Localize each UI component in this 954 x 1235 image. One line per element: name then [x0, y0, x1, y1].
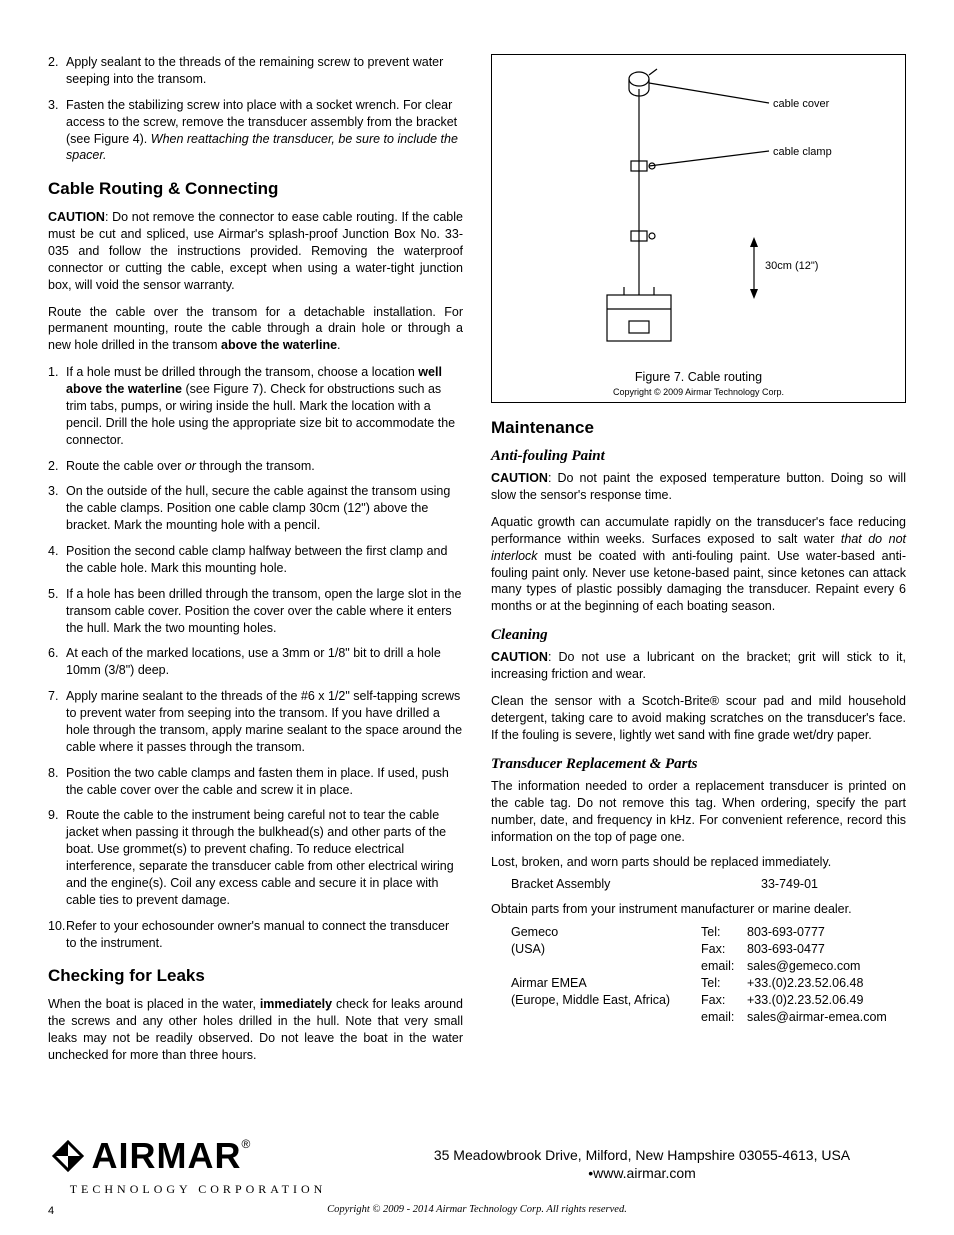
figure-caption: Figure 7. Cable routing	[502, 369, 895, 386]
heading-cable-routing: Cable Routing & Connecting	[48, 178, 463, 201]
logo-subtitle: TECHNOLOGY CORPORATION	[48, 1181, 348, 1197]
parts-p2: Lost, broken, and worn parts should be r…	[491, 854, 906, 871]
address-line: 35 Meadowbrook Drive, Milford, New Hamps…	[378, 1146, 906, 1165]
parts-p3: Obtain parts from your instrument manufa…	[491, 901, 906, 918]
address-block: 35 Meadowbrook Drive, Milford, New Hamps…	[378, 1146, 906, 1184]
right-column: cable cover cable clamp 30cm (12") Figur…	[491, 54, 906, 1074]
step-6: 6.At each of the marked locations, use a…	[48, 645, 463, 679]
figure-7: cable cover cable clamp 30cm (12") Figur…	[491, 54, 906, 403]
pre-step-2: 2. Apply sealant to the threads of the r…	[48, 54, 463, 88]
caution-cable: CAUTION: Do not remove the connector to …	[48, 209, 463, 293]
footer-copyright: Copyright © 2009 - 2014 Airmar Technolog…	[48, 1203, 906, 1217]
page-number: 4	[48, 1204, 54, 1219]
label-distance: 30cm (12")	[765, 260, 818, 272]
step-5: 5.If a hole has been drilled through the…	[48, 586, 463, 637]
label-cable-clamp: cable clamp	[773, 146, 832, 158]
contact-row: GemecoTel:803-693-0777	[491, 924, 906, 941]
part-row: Bracket Assembly 33-749-01	[491, 876, 906, 893]
step-2: 2. Route the cable over or through the t…	[48, 458, 463, 475]
pre-step-3: 3. Fasten the stabilizing screw into pla…	[48, 97, 463, 165]
cable-routing-diagram: cable cover cable clamp 30cm (12")	[509, 65, 889, 365]
contact-row: email:sales@gemeco.com	[491, 958, 906, 975]
heading-maintenance: Maintenance	[491, 417, 906, 440]
step-8: 8.Position the two cable clamps and fast…	[48, 765, 463, 799]
left-column: 2. Apply sealant to the threads of the r…	[48, 54, 463, 1074]
contact-row: Airmar EMEATel:+33.(0)2.23.52.06.48	[491, 975, 906, 992]
figure-copyright: Copyright © 2009 Airmar Technology Corp.	[502, 386, 895, 398]
heading-leaks: Checking for Leaks	[48, 965, 463, 988]
label-cable-cover: cable cover	[773, 98, 830, 110]
contact-row: email:sales@airmar-emea.com	[491, 1009, 906, 1026]
heading-antifouling: Anti-fouling Paint	[491, 446, 906, 466]
footer: AIRMAR® TECHNOLOGY CORPORATION 35 Meadow…	[48, 1132, 906, 1217]
step-10: 10.Refer to your echosounder owner's man…	[48, 918, 463, 952]
step-7: 7.Apply marine sealant to the threads of…	[48, 688, 463, 756]
heading-cleaning: Cleaning	[491, 625, 906, 645]
step-1: 1. If a hole must be drilled through the…	[48, 364, 463, 448]
contacts: GemecoTel:803-693-0777 (USA)Fax:803-693-…	[491, 924, 906, 1025]
route-intro: Route the cable over the transom for a d…	[48, 304, 463, 355]
antifouling-paragraph: Aquatic growth can accumulate rapidly on…	[491, 514, 906, 615]
contact-row: (USA)Fax:803-693-0477	[491, 941, 906, 958]
step-3: 3. On the outside of the hull, secure th…	[48, 483, 463, 534]
caution-paint: CAUTION: Do not paint the exposed temper…	[491, 470, 906, 504]
part-number: 33-749-01	[761, 876, 818, 893]
airmar-logo: AIRMAR® TECHNOLOGY CORPORATION	[48, 1132, 348, 1197]
contact-row: (Europe, Middle East, Africa)Fax:+33.(0)…	[491, 992, 906, 1009]
caution-clean: CAUTION: Do not use a lubricant on the b…	[491, 649, 906, 683]
step-4: 4.Position the second cable clamp halfwa…	[48, 543, 463, 577]
website: •www.airmar.com	[378, 1164, 906, 1183]
leaks-paragraph: When the boat is placed in the water, im…	[48, 996, 463, 1064]
heading-parts: Transducer Replacement & Parts	[491, 754, 906, 774]
parts-p1: The information needed to order a replac…	[491, 778, 906, 846]
step-9: 9.Route the cable to the instrument bein…	[48, 807, 463, 908]
cleaning-paragraph: Clean the sensor with a Scotch-Brite® sc…	[491, 693, 906, 744]
logo-icon	[48, 1136, 88, 1176]
